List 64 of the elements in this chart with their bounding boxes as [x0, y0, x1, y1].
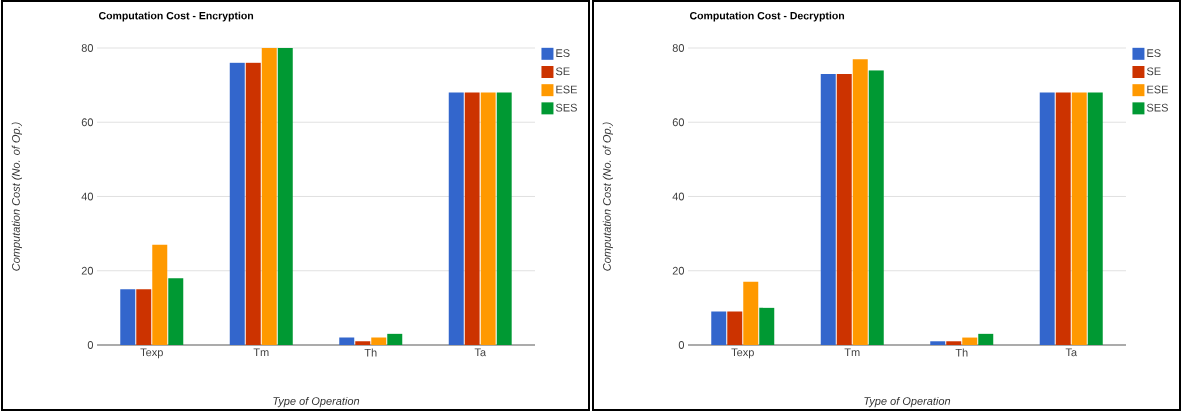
x-tick-label: Tm: [253, 348, 269, 357]
y-tick-label: 80: [81, 44, 94, 52]
bar: [480, 92, 496, 345]
bar: [277, 47, 293, 345]
bar: [387, 333, 403, 345]
y-tick-label: 40: [672, 192, 685, 201]
y-axis-title: Computation Cost (No. of Op.): [11, 122, 22, 271]
bar: [152, 244, 168, 345]
x-axis-title: Type of Operation: [273, 396, 360, 408]
y-tick-label: 20: [672, 266, 685, 275]
chart-title: Computation Cost - Encryption: [98, 11, 254, 22]
bar: [229, 62, 245, 345]
bar: [168, 278, 184, 345]
bar: [261, 47, 277, 345]
legend-label: ESE: [1147, 85, 1168, 94]
legend-label: ESE: [556, 85, 577, 94]
bar: [868, 70, 884, 345]
bar: [371, 337, 387, 345]
bar: [852, 59, 868, 345]
legend-label: SE: [555, 67, 570, 76]
bar: [743, 281, 759, 345]
chart-title: Computation Cost - Decryption: [689, 11, 845, 22]
x-tick-label: Texp: [731, 348, 754, 359]
bar: [1055, 92, 1071, 345]
bar: [711, 311, 727, 345]
legend-label: SES: [1146, 103, 1168, 112]
bar: [1039, 92, 1055, 345]
bar: [448, 92, 464, 345]
y-tick-label: 60: [672, 118, 685, 127]
y-tick-label: 0: [678, 341, 685, 349]
bar: [339, 337, 355, 345]
bar: [355, 341, 371, 345]
bar: [136, 289, 152, 345]
bar: [836, 73, 852, 345]
x-tick-label: Tm: [844, 348, 860, 357]
legend-label: SE: [1146, 67, 1161, 76]
bar: [946, 341, 962, 345]
legend-label: SES: [555, 103, 577, 112]
y-tick-label: 20: [81, 266, 94, 275]
y-axis-title: Computation Cost (No. of Op.): [602, 122, 613, 271]
bar: [1087, 92, 1103, 345]
x-axis-title: Type of Operation: [864, 396, 951, 408]
x-tick-label: Ta: [474, 348, 487, 357]
bar: [464, 92, 480, 345]
x-tick-label: Th: [955, 348, 968, 357]
bar: [930, 341, 946, 345]
legend-label: ES: [1147, 49, 1161, 58]
y-tick-label: 40: [81, 192, 94, 201]
bar: [820, 73, 836, 345]
bar: [245, 62, 261, 345]
bar: [1071, 92, 1087, 345]
bar: [496, 92, 512, 345]
x-tick-label: Ta: [1065, 348, 1078, 357]
y-tick-label: 0: [87, 341, 94, 349]
y-tick-label: 60: [81, 118, 94, 127]
legend-label: ES: [556, 49, 570, 58]
y-tick-label: 80: [672, 44, 685, 52]
bar: [759, 307, 775, 345]
bar: [978, 333, 994, 345]
bar: [727, 311, 743, 345]
x-tick-label: Texp: [140, 348, 163, 359]
bar: [962, 337, 978, 345]
bar: [120, 289, 136, 345]
x-tick-label: Th: [364, 348, 377, 357]
